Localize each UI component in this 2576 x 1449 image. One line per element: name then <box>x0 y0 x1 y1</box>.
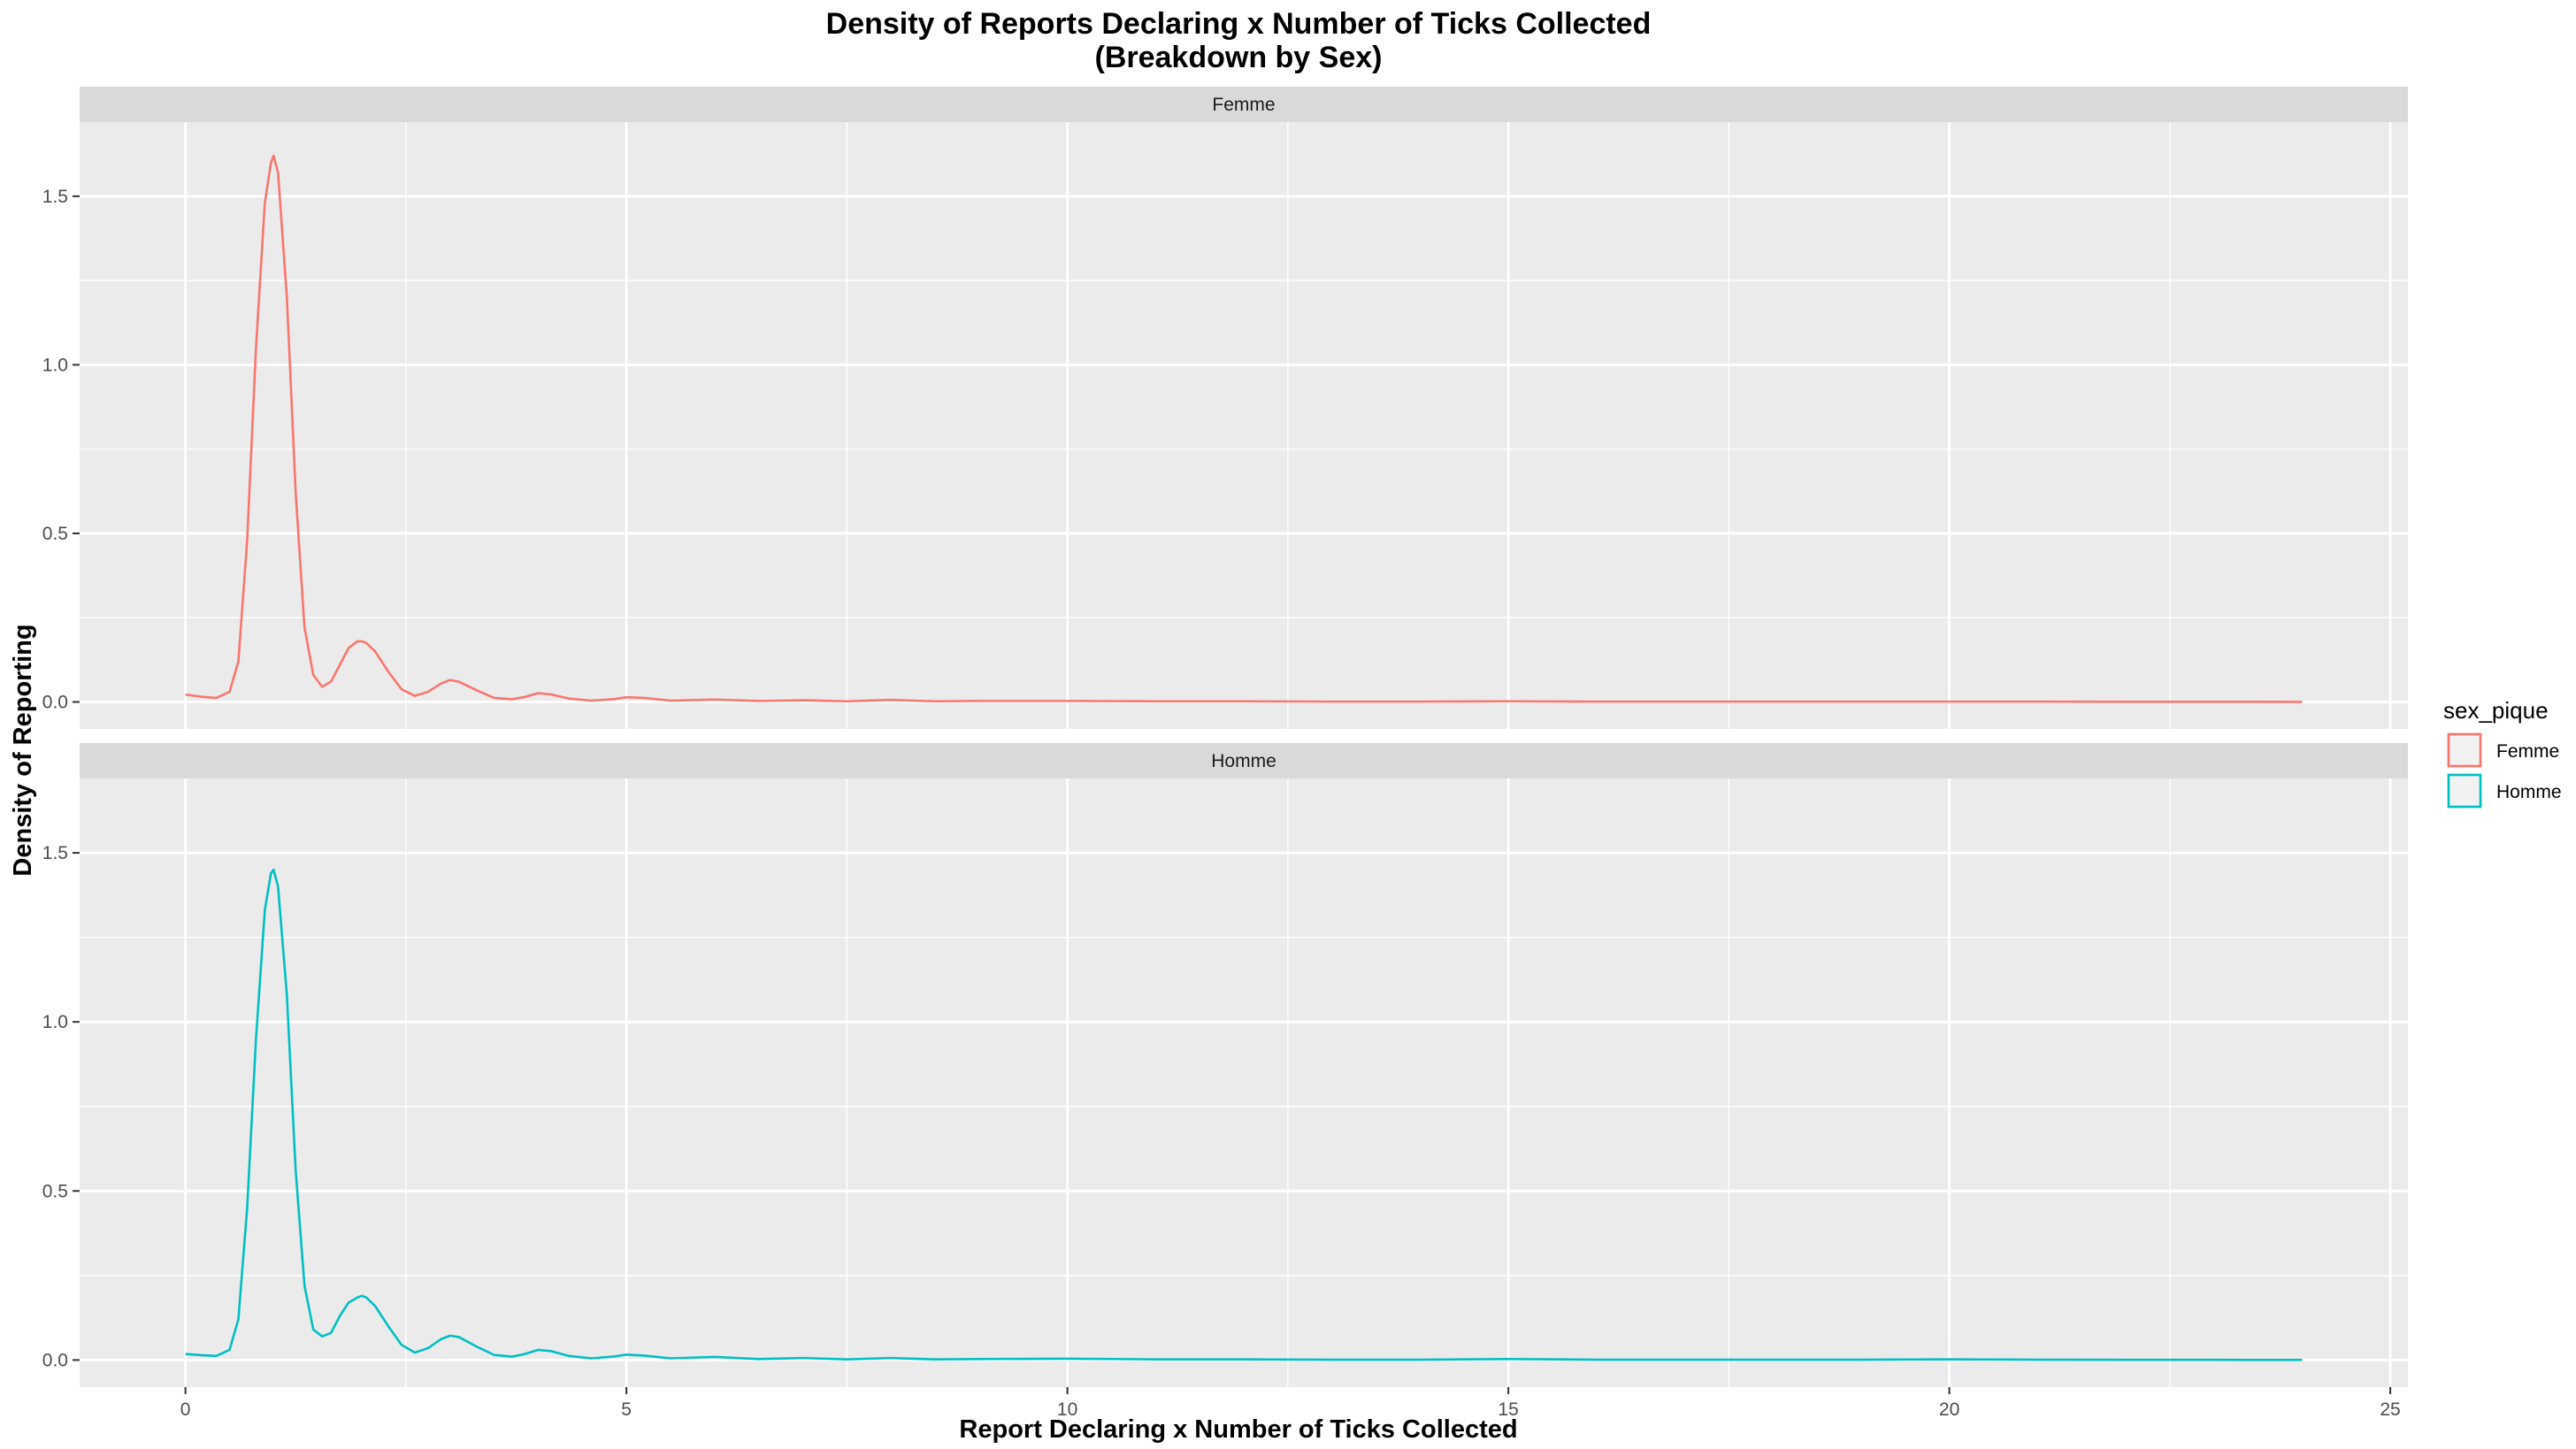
panel-homme: Homme 0.0 0.5 1.0 1.5 <box>42 743 2408 1387</box>
facet-strip <box>80 743 2408 778</box>
panel-femme: Femme 0.0 0.5 1.0 1.5 <box>42 87 2408 729</box>
legend-key-background <box>2447 732 2482 768</box>
y-tick-label: 1.0 <box>42 355 68 375</box>
y-tick-label: 1.5 <box>42 843 68 863</box>
x-tick-label: 15 <box>1498 1399 1518 1420</box>
x-axis-title: Report Declaring x Number of Ticks Colle… <box>959 1415 1517 1444</box>
x-tick-label: 25 <box>2380 1399 2400 1420</box>
y-tick-label: 0.0 <box>42 1350 68 1370</box>
y-tick-label: 1.5 <box>42 187 68 207</box>
density-line-homme <box>185 868 2303 1361</box>
x-tick-label: 5 <box>621 1399 632 1420</box>
x-tick-label: 10 <box>1057 1399 1077 1420</box>
panel-background <box>80 122 2408 729</box>
legend-key-femme <box>2447 732 2482 768</box>
legend-key-background <box>2447 773 2482 809</box>
legend-label-femme: Femme <box>2496 741 2559 762</box>
y-axis-title: Density of Reporting <box>9 624 37 876</box>
legend: sex_pique Femme Homme <box>2443 697 2562 809</box>
legend-key-homme <box>2447 773 2482 809</box>
facet-strip <box>80 87 2408 122</box>
legend-title: sex_pique <box>2443 697 2549 724</box>
density-line-femme <box>185 154 2303 703</box>
facet-strip-label: Homme <box>1211 751 1276 771</box>
panel-background <box>80 778 2408 1387</box>
y-tick-label: 0.5 <box>42 1181 68 1201</box>
x-tick-label: 0 <box>180 1399 191 1420</box>
facet-strip-label: Femme <box>1212 95 1275 115</box>
facet-panels: Femme 0.0 0.5 1.0 1.5 Homme 0.0 0.5 1.0 1.5 <box>42 87 2408 1387</box>
x-tick-label: 20 <box>1939 1399 1959 1420</box>
y-tick-label: 0.5 <box>42 524 68 544</box>
x-axis: 0 5 10 15 20 25 <box>180 1387 2401 1420</box>
chart-subtitle: (Breakdown by Sex) <box>1095 41 1383 74</box>
chart-title: Density of Reports Declaring x Number of… <box>826 7 1652 41</box>
y-tick-label: 1.0 <box>42 1012 68 1032</box>
y-tick-label: 0.0 <box>42 693 68 713</box>
legend-label-homme: Homme <box>2496 782 2562 802</box>
